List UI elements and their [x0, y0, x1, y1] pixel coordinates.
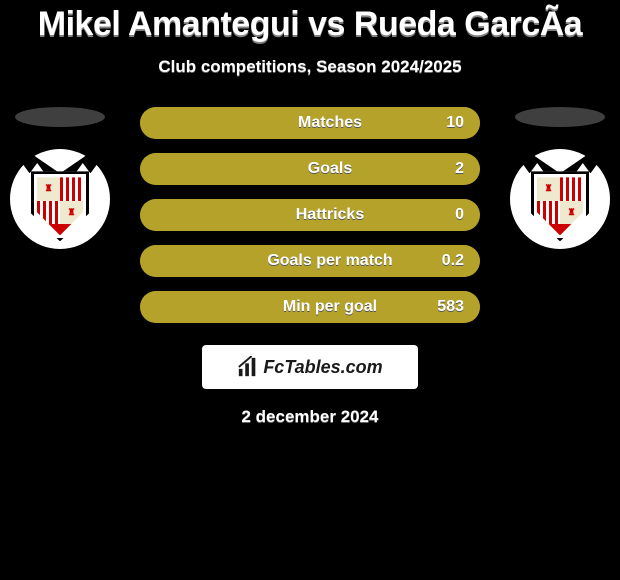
page-subtitle: Club competitions, Season 2024/2025: [0, 57, 620, 77]
page-title: Mikel Amantegui vs Rueda GarcÃ­a: [0, 0, 620, 43]
club-right-bat-icon: [522, 147, 598, 173]
stat-bar: Goals per match0.2: [140, 245, 480, 277]
club-left-badge: ♜ ♜: [10, 149, 110, 249]
club-right-badge: ♜ ♜: [510, 149, 610, 249]
stat-bar: Min per goal583: [140, 291, 480, 323]
stat-bars: Matches10 Goals2 Hattricks0 Goals per match…: [140, 107, 480, 323]
stat-bar-fill: [140, 107, 480, 139]
player-right-avatar-shadow: [515, 107, 605, 127]
player-right-column: ♜ ♜: [510, 107, 610, 249]
comparison-panel: ♜ ♜ ♜ ♜: [0, 107, 620, 427]
bar-chart-icon: [237, 356, 259, 378]
stat-bar: Hattricks0: [140, 199, 480, 231]
brand-text: FcTables.com: [263, 357, 382, 378]
stat-bar: Matches10: [140, 107, 480, 139]
club-left-bat-icon: [22, 147, 98, 173]
stat-bar-fill: [140, 153, 480, 185]
brand-box[interactable]: FcTables.com: [202, 345, 418, 389]
date-line: 2 december 2024: [0, 407, 620, 427]
player-left-avatar-shadow: [15, 107, 105, 127]
stat-bar-fill: [140, 291, 480, 323]
stat-bar: Goals2: [140, 153, 480, 185]
player-left-column: ♜ ♜: [10, 107, 110, 249]
stat-bar-fill: [140, 199, 480, 231]
stat-bar-fill: [140, 245, 480, 277]
